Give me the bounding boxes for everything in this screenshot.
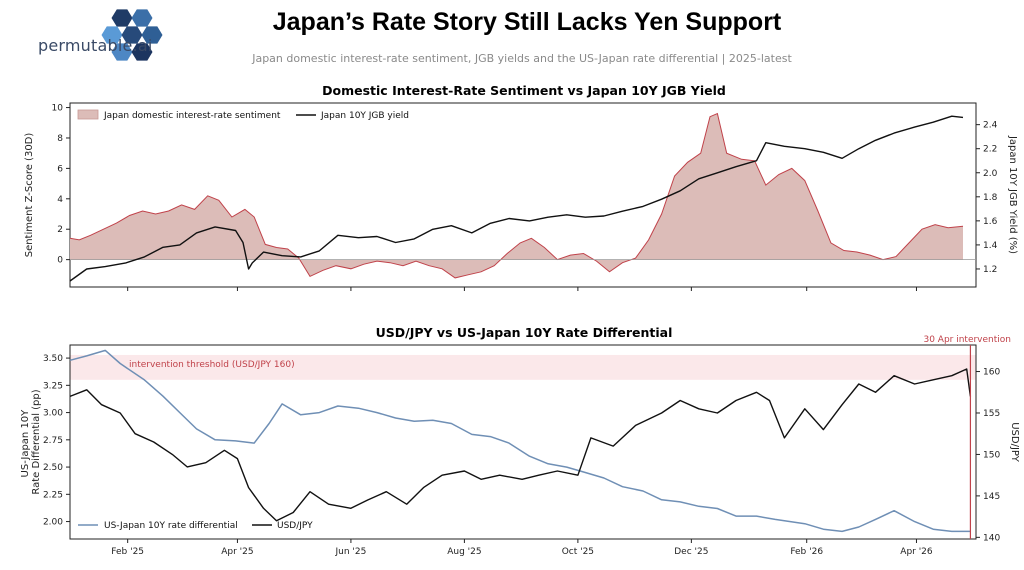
y-tick-label: 2 xyxy=(57,225,63,235)
y-tick-label: 3.50 xyxy=(43,354,63,364)
logo-hexagon xyxy=(111,43,133,61)
chart-marks xyxy=(69,112,976,282)
y-tick-label: 3.00 xyxy=(43,409,63,419)
y-tick-label: 1.6 xyxy=(983,217,998,227)
brand-name: permutable.ai xyxy=(38,36,153,55)
y-tick-label: 1.2 xyxy=(983,265,997,275)
x-axis-ticks: Feb '25 Apr '25 Jun '25 Aug '25 Oct '25 Dec '… xyxy=(111,539,933,557)
left-axis-label: Sentiment Z-Score (30D) xyxy=(24,133,35,258)
x-tick-label: Apr '25 xyxy=(221,547,253,557)
logo-hexagon xyxy=(131,9,153,27)
y-tick-label: 1.4 xyxy=(983,241,998,251)
y-tick-label: 4 xyxy=(57,195,63,205)
annotation-label: 30 Apr intervention xyxy=(923,335,1011,345)
left-axis-label-line-2: Rate Differential (pp) xyxy=(31,389,42,494)
y-tick-label: 2.0 xyxy=(983,169,998,179)
right-axis-label: USD/JPY xyxy=(1009,422,1020,462)
right-axis-label: Japan 10Y JGB Yield (%) xyxy=(1007,135,1018,254)
y-tick-label: 6 xyxy=(57,164,63,174)
threshold-label: intervention threshold (USD/JPY 160) xyxy=(129,360,295,370)
chart-title: USD/JPY vs US-Japan 10Y Rate Differentia… xyxy=(376,325,673,340)
y-tick-label: 150 xyxy=(983,450,1000,460)
y-tick-label: 160 xyxy=(983,368,1000,378)
y-tick-label: 145 xyxy=(983,492,1000,502)
y-tick-label: 2.50 xyxy=(43,463,63,473)
plot-area xyxy=(69,102,977,288)
legend-label-yield: Japan 10Y JGB yield xyxy=(320,111,409,121)
y-tick-label: 140 xyxy=(983,533,1000,543)
series-usdjpy-line xyxy=(69,368,972,522)
page-subtitle: Japan domestic interest-rate sentiment, … xyxy=(252,52,792,65)
y-tick-label: 2.4 xyxy=(983,121,998,131)
legend-label-sentiment: Japan domestic interest-rate sentiment xyxy=(103,111,281,121)
x-tick-label: Apr '26 xyxy=(900,547,933,557)
y-tick-label: 2.00 xyxy=(43,518,63,528)
left-axis-ticks: 2.00 2.25 2.50 2.75 3.00 3.25 3.50 xyxy=(43,354,70,528)
logo-hexagon xyxy=(121,26,143,44)
y-tick-label: 8 xyxy=(57,134,63,144)
y-tick-label: 155 xyxy=(983,409,1000,419)
threshold-band-rect xyxy=(70,354,976,380)
page-title: Japan’s Rate Story Still Lacks Yen Suppo… xyxy=(272,8,782,36)
y-tick-label: 10 xyxy=(52,104,64,114)
threshold-band xyxy=(70,354,976,380)
legend-swatch-sentiment xyxy=(77,109,99,120)
series-sentiment-edge xyxy=(69,112,964,279)
chart-sentiment-vs-jgb: Domestic Interest-Rate Sentiment vs Japa… xyxy=(24,83,1018,291)
left-axis-label: US-Japan 10Y Rate Differential (pp) xyxy=(20,389,42,494)
x-tick-label: Jun '25 xyxy=(334,547,366,557)
logo-hexagon xyxy=(141,26,163,44)
right-axis-ticks: 1.2 1.4 1.6 1.8 2.0 2.2 2.4 xyxy=(976,121,998,275)
y-tick-label: 1.8 xyxy=(983,193,998,203)
legend: US-Japan 10Y rate differential USD/JPY xyxy=(78,521,313,531)
x-tick-label: Oct '25 xyxy=(562,547,594,557)
y-tick-label: 2.75 xyxy=(43,436,63,446)
x-tick-label: Dec '25 xyxy=(674,547,708,557)
y-tick-label: 0 xyxy=(57,256,63,266)
x-axis-ticks xyxy=(127,287,917,291)
logo-hexagon xyxy=(101,26,123,44)
left-axis-label-line-1: US-Japan 10Y xyxy=(20,409,31,478)
hexagon-cluster-icon xyxy=(101,9,163,61)
chart-title: Domestic Interest-Rate Sentiment vs Japa… xyxy=(322,83,726,98)
y-tick-label: 2.25 xyxy=(43,490,63,500)
left-axis-ticks: 0 2 4 6 8 10 xyxy=(52,104,70,266)
series-jgb-yield-line xyxy=(69,115,964,282)
series-sentiment-area xyxy=(70,113,963,278)
x-tick-label: Aug '25 xyxy=(447,547,481,557)
legend-label-usdjpy: USD/JPY xyxy=(277,521,313,531)
right-axis-ticks: 140 145 150 155 160 xyxy=(976,368,1000,543)
brand-logo xyxy=(101,9,163,61)
series-differential-line xyxy=(69,349,971,533)
legend: Japan domestic interest-rate sentiment J… xyxy=(77,109,409,121)
y-tick-label: 3.25 xyxy=(43,381,63,391)
chart-marks xyxy=(69,349,972,533)
logo-hexagon xyxy=(131,43,153,61)
logo-hexagon xyxy=(111,9,133,27)
plot-area xyxy=(69,344,977,540)
x-tick-label: Feb '25 xyxy=(111,547,144,557)
x-tick-label: Feb '26 xyxy=(790,547,823,557)
chart-usdjpy-vs-differential: USD/JPY vs US-Japan 10Y Rate Differentia… xyxy=(20,325,1020,557)
y-tick-label: 2.2 xyxy=(983,145,997,155)
legend-label-differential: US-Japan 10Y rate differential xyxy=(104,521,238,531)
